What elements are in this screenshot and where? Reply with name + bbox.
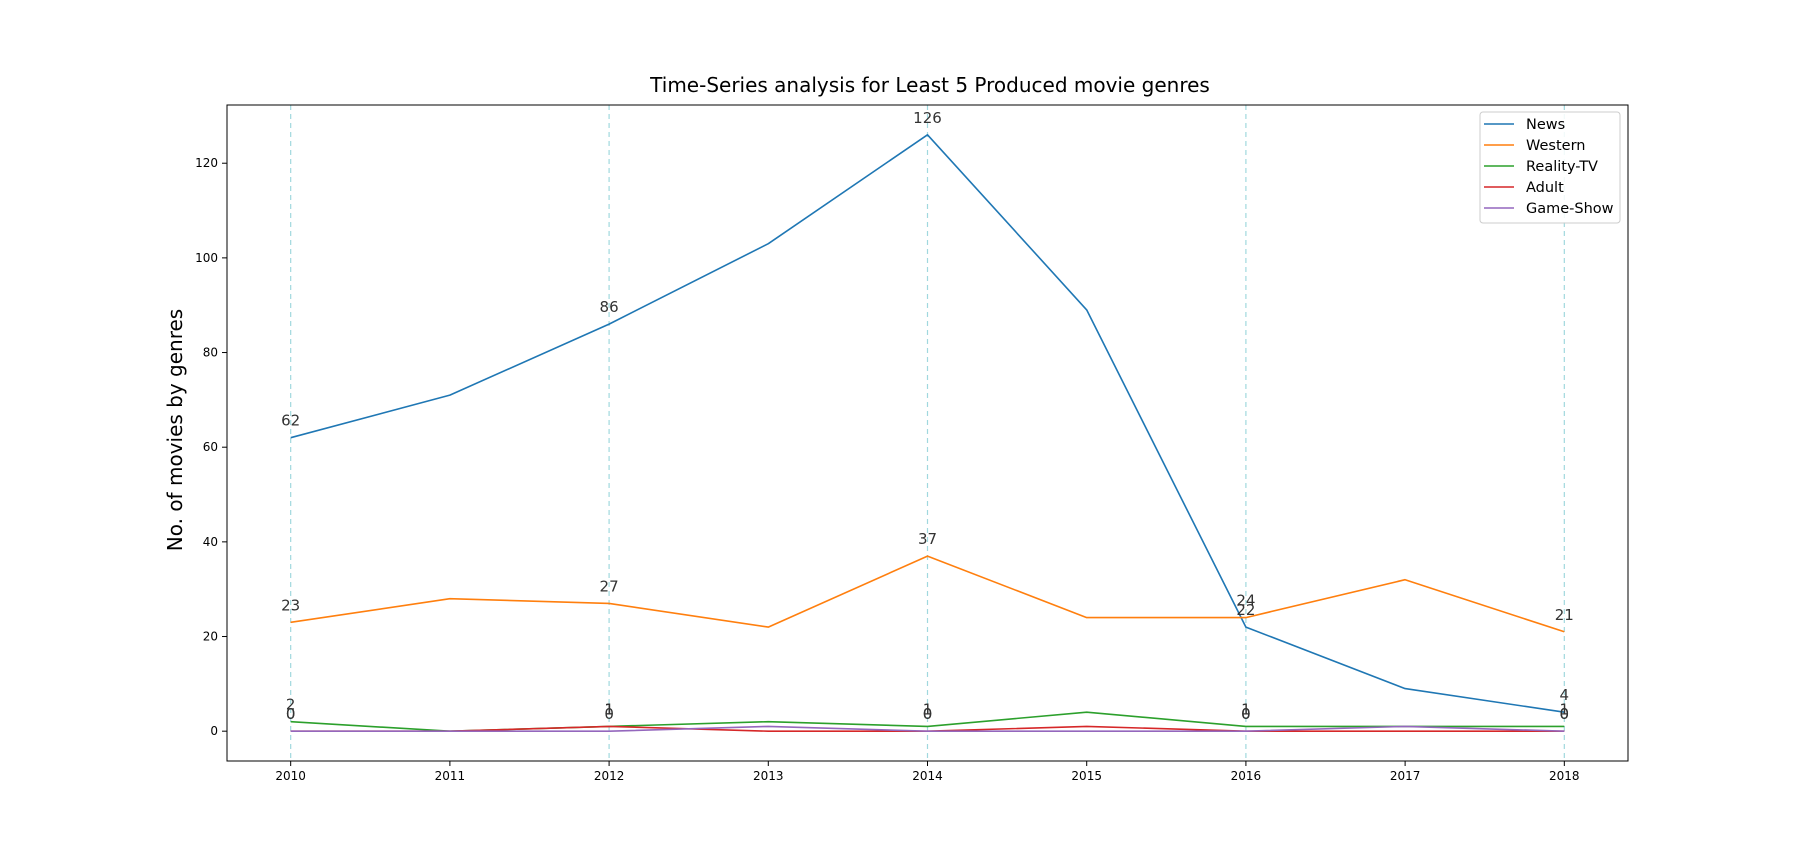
data-label-news-2010: 62: [281, 412, 300, 430]
x-tick-label-2013: 2013: [753, 769, 784, 783]
data-label-western-2012: 27: [600, 577, 619, 595]
data-label-adult-2010: 0: [286, 705, 296, 723]
legend-box: [1479, 111, 1621, 224]
x-tick-label-2015: 2015: [1071, 769, 1102, 783]
data-label-news-2016: 22: [1236, 601, 1255, 619]
data-label-reality-tv-2016: 1: [1241, 700, 1251, 718]
data-label-adult-2018: 0: [1560, 705, 1570, 723]
legend-label-news: News: [1526, 117, 1565, 133]
series-line-western: [290, 555, 1565, 633]
data-label-game-show-2014: 0: [923, 705, 933, 723]
y-tick-label-20: 20: [203, 630, 218, 644]
data-label-adult-2014: 0: [923, 705, 933, 723]
series-line-game-show: [290, 725, 1565, 733]
legend: News Western Reality-TV Adult Game-Show: [1479, 111, 1621, 224]
y-tick-label-0: 0: [210, 724, 218, 738]
data-label-western-2010: 23: [281, 596, 300, 614]
series-lines: [290, 134, 1565, 733]
data-label-reality-tv-2012: 1: [604, 700, 614, 718]
data-label-game-show-2016: 0: [1241, 705, 1251, 723]
y-tick-label-100: 100: [195, 251, 218, 265]
legend-label-adult: Adult: [1526, 180, 1564, 196]
data-label-reality-tv-2010: 2: [286, 696, 296, 714]
chart-title: Time-Series analysis for Least 5 Produce…: [649, 73, 1210, 97]
data-label-adult-2012: 1: [604, 700, 614, 718]
data-label-news-2018: 4: [1560, 686, 1570, 704]
series-line-news: [290, 134, 1565, 713]
y-tick-label-40: 40: [203, 535, 218, 549]
x-tick-label-2016: 2016: [1231, 769, 1262, 783]
data-label-reality-tv-2014: 1: [923, 700, 933, 718]
data-label-game-show-2012: 0: [604, 705, 614, 723]
data-label-game-show-2018: 0: [1560, 705, 1570, 723]
y-tick-label-60: 60: [203, 440, 218, 454]
axes: 2010 2011 2012 2013 2014 2015 2016 2017 20180204…: [195, 104, 1629, 783]
y-axis-label: No. of movies by genres: [163, 309, 187, 551]
x-tick-label-2017: 2017: [1390, 769, 1421, 783]
x-tick-label-2018: 2018: [1549, 769, 1580, 783]
data-label-western-2018: 21: [1555, 606, 1574, 624]
x-tick-label-2012: 2012: [594, 769, 625, 783]
data-label-western-2016: 24: [1236, 592, 1255, 610]
data-label-western-2014: 37: [918, 530, 937, 548]
x-tick-label-2010: 2010: [275, 769, 306, 783]
legend-label-western: Western: [1526, 138, 1585, 154]
legend-label-reality-tv: Reality-TV: [1526, 159, 1598, 175]
y-tick-label-80: 80: [203, 346, 218, 360]
x-tick-label-2014: 2014: [912, 769, 943, 783]
x-tick-label-2011: 2011: [435, 769, 466, 783]
data-label-adult-2016: 0: [1241, 705, 1251, 723]
data-label-news-2014: 126: [913, 109, 942, 127]
data-label-game-show-2010: 0: [286, 705, 296, 723]
data-label-news-2012: 86: [600, 298, 619, 316]
legend-label-game-show: Game-Show: [1526, 201, 1614, 217]
data-label-reality-tv-2018: 1: [1560, 700, 1570, 718]
y-tick-label-120: 120: [195, 156, 218, 170]
